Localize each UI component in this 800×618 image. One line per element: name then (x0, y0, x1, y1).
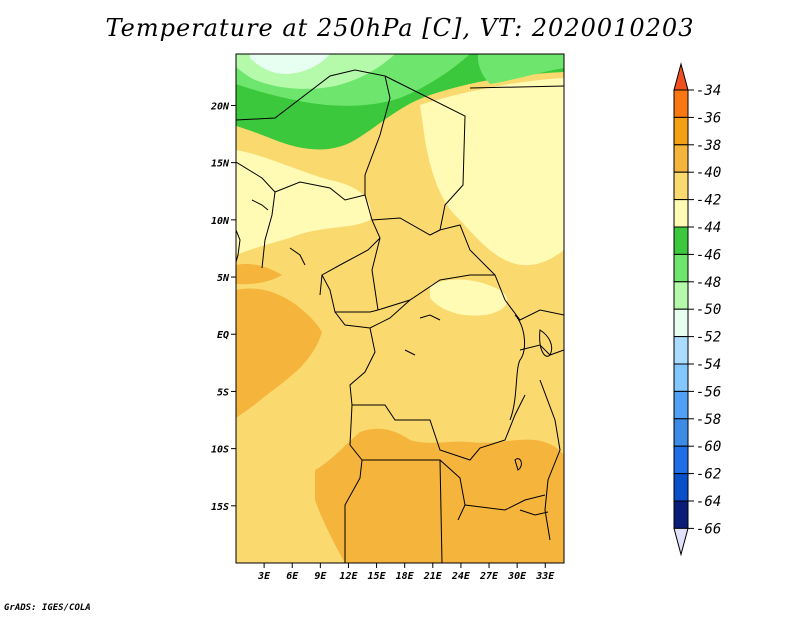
x-axis-ticks: 3E 6E 9E 12E 15E 18E 21E 24E 27E 30E 33E (257, 563, 555, 582)
x-tick-label: 12E (339, 571, 358, 582)
colorbar-label: -46 (696, 247, 721, 263)
colorbar-box (673, 473, 689, 502)
colorbar-label: -42 (696, 193, 721, 209)
colorbar-box (673, 281, 689, 310)
colorbar-label: -54 (696, 357, 721, 373)
colorbar-label: -34 (696, 83, 721, 99)
colorbar-box (673, 171, 689, 201)
colorbar-box (673, 336, 689, 365)
field-minus42-east (420, 78, 564, 266)
field-minus46-ne (478, 54, 564, 84)
footer-credit: GrADS: IGES/COLA (4, 603, 91, 613)
y-tick-label: 15S (211, 502, 229, 513)
colorbar-box (673, 445, 689, 475)
x-tick-label: 18E (396, 571, 415, 582)
y-tick-label: 10N (211, 216, 230, 227)
x-tick-label: 6E (286, 571, 299, 582)
colorbar-label: -62 (696, 467, 721, 483)
y-axis-ticks: 20N 15N 10N 5N EQ 5S 10S 15S (210, 101, 236, 513)
field-minus38-gulf (236, 288, 322, 418)
colorbar-box (673, 500, 689, 529)
field-minus50 (250, 54, 330, 74)
map-frame (235, 53, 565, 564)
y-tick-label: 5N (217, 273, 230, 284)
colorbar-box (673, 363, 689, 392)
x-tick-label: 21E (423, 571, 443, 582)
chart-title: Temperature at 250hPa [C], VT: 202001020… (105, 14, 695, 42)
x-tick-label: 15E (368, 571, 387, 582)
field-minus38-south (315, 428, 564, 563)
colorbar-box (673, 308, 689, 338)
colorbar-box (673, 226, 689, 255)
colorbar-box (673, 144, 689, 173)
colorbar-box (673, 116, 689, 146)
lakes-and-coast (404, 314, 553, 516)
colorbar-top-arrow (673, 62, 689, 91)
y-tick-label: 5S (217, 387, 229, 398)
field-minus38-coast (236, 264, 282, 285)
colorbar-legend: -34 -36 -38 -40 -42 -44 -46 -48 -50 -52 -54 -56 -58 -… (673, 62, 721, 557)
x-tick-label: 3E (257, 571, 271, 582)
y-tick-label: 20N (210, 101, 230, 112)
field-minus42-west (236, 150, 371, 255)
colorbar-box (673, 418, 689, 447)
colorbar-label: -66 (696, 521, 721, 537)
colorbar-box (673, 253, 689, 283)
colorbar-box (673, 89, 689, 118)
x-tick-label: 27E (479, 571, 499, 582)
colorbar-label: -56 (696, 384, 721, 400)
colorbar-label: -50 (696, 302, 721, 318)
field-minus42-central (430, 279, 508, 316)
colorbar-bottom-arrow (673, 527, 689, 557)
x-tick-label: 33E (535, 571, 555, 582)
colorbar-label: -38 (696, 138, 721, 154)
colorbar-label: -36 (696, 110, 721, 126)
x-tick-label: 24E (451, 571, 471, 582)
colorbar-label: -40 (696, 165, 721, 181)
colorbar-box (673, 199, 689, 228)
colorbar-label: -58 (696, 412, 721, 428)
country-borders (236, 69, 564, 563)
map-field (236, 54, 564, 563)
colorbar-label: -64 (696, 494, 721, 510)
x-tick-label: 9E (314, 571, 327, 582)
colorbar-label: -44 (696, 220, 721, 236)
x-tick-label: 30E (507, 571, 527, 582)
coastline-west (236, 229, 241, 263)
colorbar-box (673, 390, 689, 420)
colorbar-label: -48 (696, 275, 721, 291)
y-tick-label: EQ (217, 330, 229, 341)
colorbar-label: -52 (696, 330, 721, 346)
colorbar-label: -60 (696, 439, 721, 455)
y-tick-label: 15N (211, 159, 230, 170)
y-tick-label: 10S (211, 445, 229, 456)
